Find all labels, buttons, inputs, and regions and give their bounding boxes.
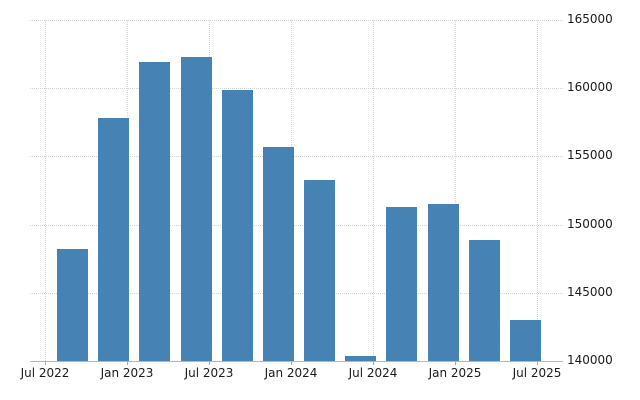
- bar-q3-2024[interactable]: [386, 206, 418, 361]
- bar-q2-2025[interactable]: [509, 320, 541, 361]
- x-tick-mark: [209, 361, 210, 365]
- x-tick-label: Jan 2023: [100, 366, 154, 380]
- bar-q1-2024[interactable]: [304, 179, 336, 361]
- x-tick-mark: [455, 361, 456, 365]
- x-tick-mark: [373, 361, 374, 365]
- vertical-gridline: [537, 20, 538, 361]
- vertical-gridline: [45, 20, 46, 361]
- vertical-gridline: [455, 20, 456, 361]
- bar-q1-2023[interactable]: [139, 62, 171, 361]
- x-tick-label: Jan 2024: [264, 366, 318, 380]
- bar-q4-2023[interactable]: [262, 146, 294, 361]
- horizontal-gridline: [30, 224, 563, 226]
- bar-q3-2023[interactable]: [221, 89, 253, 361]
- y-tick-label: 165000: [567, 12, 613, 26]
- horizontal-gridline: [30, 292, 563, 294]
- horizontal-gridline: [30, 88, 563, 90]
- y-tick-label: 150000: [567, 216, 613, 231]
- horizontal-gridline: [30, 20, 563, 21]
- y-tick-label: 155000: [567, 148, 613, 163]
- x-tick-mark: [291, 361, 292, 365]
- y-tick-label: 145000: [567, 284, 613, 299]
- x-tick-mark: [45, 361, 46, 365]
- vertical-gridline: [373, 20, 374, 361]
- bar-q4-2022[interactable]: [98, 118, 130, 361]
- x-tick-label: Jul 2022: [20, 366, 70, 380]
- bar-q1-2025[interactable]: [468, 239, 500, 361]
- x-tick-label: Jul 2024: [348, 366, 398, 380]
- horizontal-gridline: [30, 156, 563, 158]
- y-tick-label: 160000: [567, 80, 613, 95]
- bar-q3-2022[interactable]: [57, 249, 88, 361]
- bar-q2-2023[interactable]: [180, 56, 212, 361]
- bar-q2-2024[interactable]: [345, 355, 377, 361]
- x-tick-mark: [537, 361, 538, 365]
- x-tick-label: Jan 2025: [428, 366, 482, 380]
- x-tick-label: Jul 2023: [184, 366, 234, 380]
- bar-q4-2024[interactable]: [427, 204, 459, 361]
- x-axis-line: [30, 361, 563, 362]
- x-tick-mark: [127, 361, 128, 365]
- x-tick-label: Jul 2025: [512, 366, 562, 380]
- y-tick-label: 140000: [567, 353, 613, 367]
